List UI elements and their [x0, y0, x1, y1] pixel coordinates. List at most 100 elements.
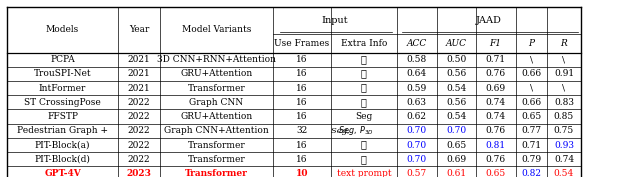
Text: 3D CNN+RNN+Attention: 3D CNN+RNN+Attention: [157, 55, 276, 64]
Text: ✗: ✗: [361, 98, 367, 107]
Text: IntFormer: IntFormer: [39, 84, 86, 93]
Text: GRU+Attention: GRU+Attention: [180, 112, 253, 121]
Text: 0.65: 0.65: [446, 141, 466, 150]
Text: 2021: 2021: [127, 55, 150, 64]
Text: 0.75: 0.75: [554, 126, 574, 135]
Text: 2021: 2021: [127, 84, 150, 93]
Text: 2022: 2022: [128, 126, 150, 135]
Text: 0.71: 0.71: [486, 55, 506, 64]
Text: PCPA: PCPA: [50, 55, 75, 64]
Text: 0.70: 0.70: [406, 126, 427, 135]
Text: ✗: ✗: [361, 155, 367, 164]
Text: PIT-Block(d): PIT-Block(d): [35, 155, 90, 164]
Text: Input: Input: [321, 16, 348, 25]
Text: 16: 16: [296, 141, 308, 150]
Text: Seg: Seg: [355, 112, 372, 121]
Text: text prompt: text prompt: [337, 169, 391, 177]
Text: 0.74: 0.74: [554, 155, 574, 164]
Text: 0.76: 0.76: [486, 69, 506, 78]
Text: PIT-Block(a): PIT-Block(a): [35, 141, 90, 150]
Text: $Seg,\ P_{3D}$: $Seg,\ P_{3D}$: [337, 124, 374, 137]
Text: Seg,: Seg,: [332, 127, 353, 135]
Text: TrouSPI-Net: TrouSPI-Net: [34, 69, 92, 78]
Text: 0.61: 0.61: [446, 169, 466, 177]
Text: 0.70: 0.70: [406, 141, 427, 150]
Text: 0.91: 0.91: [554, 69, 574, 78]
Text: 0.57: 0.57: [406, 169, 427, 177]
Text: 32: 32: [296, 126, 308, 135]
Text: ✗: ✗: [361, 55, 367, 64]
Text: Transformer: Transformer: [185, 169, 248, 177]
Text: ✗: ✗: [361, 69, 367, 78]
Text: 0.76: 0.76: [486, 126, 506, 135]
Text: 0.85: 0.85: [554, 112, 574, 121]
Text: 2022: 2022: [128, 112, 150, 121]
Text: FFSTP: FFSTP: [47, 112, 78, 121]
Text: 0.65: 0.65: [521, 112, 541, 121]
Text: 10: 10: [296, 169, 308, 177]
Text: Graph CNN: Graph CNN: [189, 98, 244, 107]
Text: \: \: [563, 84, 566, 93]
Text: GRU+Attention: GRU+Attention: [180, 69, 253, 78]
Text: JAAD: JAAD: [476, 16, 502, 25]
Text: 0.64: 0.64: [406, 69, 427, 78]
Text: ✗: ✗: [361, 141, 367, 150]
Text: 2023: 2023: [127, 169, 152, 177]
Text: Extra Info: Extra Info: [340, 39, 387, 48]
Text: 0.71: 0.71: [522, 141, 541, 150]
Text: 0.70: 0.70: [406, 155, 427, 164]
Text: Transformer: Transformer: [188, 84, 245, 93]
Text: 0.59: 0.59: [406, 84, 427, 93]
Text: 16: 16: [296, 112, 308, 121]
Text: 0.74: 0.74: [486, 98, 506, 107]
Text: R: R: [561, 39, 567, 48]
Text: 0.69: 0.69: [486, 84, 506, 93]
Text: Model Variants: Model Variants: [182, 25, 251, 34]
Text: 2022: 2022: [128, 155, 150, 164]
Text: 0.56: 0.56: [446, 69, 466, 78]
Text: 0.54: 0.54: [554, 169, 574, 177]
Text: Transformer: Transformer: [188, 141, 245, 150]
Text: 0.82: 0.82: [522, 169, 541, 177]
Text: 16: 16: [296, 84, 308, 93]
Text: P: P: [529, 39, 534, 48]
Text: \: \: [530, 55, 533, 64]
Text: 0.54: 0.54: [446, 112, 466, 121]
Text: 0.79: 0.79: [522, 155, 541, 164]
Text: ✗: ✗: [361, 84, 367, 93]
Text: 16: 16: [296, 155, 308, 164]
Text: ST CrossingPose: ST CrossingPose: [24, 98, 101, 107]
Text: 0.54: 0.54: [446, 84, 466, 93]
Text: \: \: [530, 84, 533, 93]
Text: Graph CNN+Attention: Graph CNN+Attention: [164, 126, 269, 135]
Text: Use Frames: Use Frames: [275, 39, 330, 48]
Text: ACC: ACC: [406, 39, 427, 48]
Text: 0.62: 0.62: [406, 112, 427, 121]
Text: 0.77: 0.77: [522, 126, 541, 135]
Text: 2022: 2022: [128, 141, 150, 150]
Text: 0.65: 0.65: [486, 169, 506, 177]
Text: 2022: 2022: [128, 98, 150, 107]
Text: Year: Year: [129, 25, 149, 34]
Text: 0.58: 0.58: [406, 55, 427, 64]
Text: AUC: AUC: [445, 39, 467, 48]
Text: 0.74: 0.74: [486, 112, 506, 121]
Text: 0.50: 0.50: [446, 55, 466, 64]
Text: 0.56: 0.56: [446, 98, 466, 107]
Text: 0.66: 0.66: [522, 69, 541, 78]
Text: \: \: [563, 55, 566, 64]
Text: Transformer: Transformer: [188, 155, 245, 164]
Text: 0.83: 0.83: [554, 98, 574, 107]
Text: F1: F1: [490, 39, 502, 48]
Text: GPT-4V: GPT-4V: [44, 169, 81, 177]
Text: 2021: 2021: [127, 69, 150, 78]
Text: 16: 16: [296, 98, 308, 107]
Text: Pedestrian Graph +: Pedestrian Graph +: [17, 126, 108, 135]
Text: 0.70: 0.70: [446, 126, 466, 135]
Text: 16: 16: [296, 55, 308, 64]
Text: 0.69: 0.69: [446, 155, 466, 164]
Text: 16: 16: [296, 69, 308, 78]
Text: 0.66: 0.66: [522, 98, 541, 107]
Text: Models: Models: [46, 25, 79, 34]
Text: 0.81: 0.81: [486, 141, 506, 150]
